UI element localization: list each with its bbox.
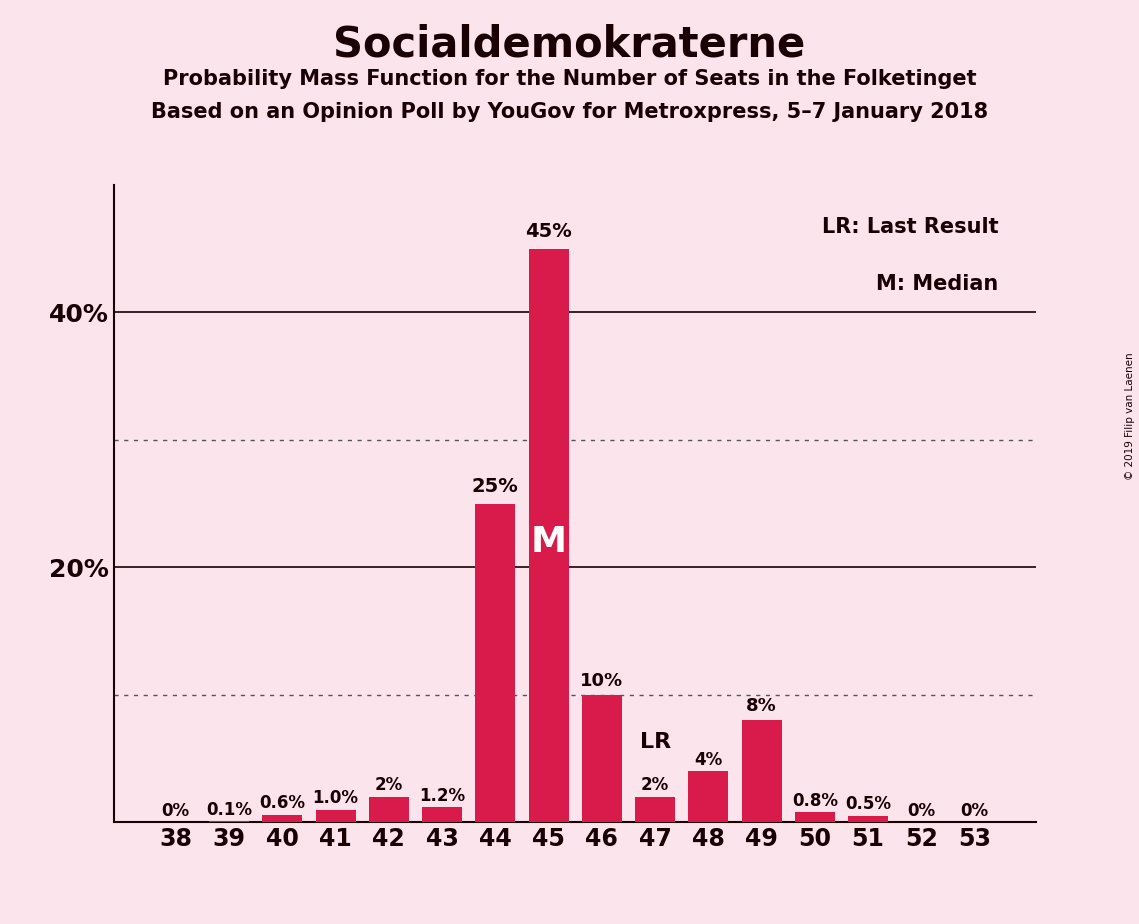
- Text: Socialdemokraterne: Socialdemokraterne: [334, 23, 805, 65]
- Text: 0.6%: 0.6%: [260, 794, 305, 812]
- Text: 25%: 25%: [472, 477, 518, 496]
- Text: 45%: 45%: [525, 222, 572, 241]
- Text: M: Median: M: Median: [876, 274, 999, 294]
- Bar: [475, 504, 515, 822]
- Text: LR: Last Result: LR: Last Result: [822, 217, 999, 237]
- Bar: [688, 772, 728, 822]
- Text: 0.1%: 0.1%: [206, 800, 252, 819]
- Text: 0.8%: 0.8%: [792, 792, 838, 809]
- Text: Based on an Opinion Poll by YouGov for Metroxpress, 5–7 January 2018: Based on an Opinion Poll by YouGov for M…: [151, 102, 988, 122]
- Text: 0.5%: 0.5%: [845, 796, 891, 813]
- Bar: [741, 721, 781, 822]
- Bar: [316, 809, 355, 822]
- Bar: [795, 812, 835, 822]
- Text: LR: LR: [639, 732, 671, 752]
- Text: 2%: 2%: [375, 776, 403, 795]
- Text: M: M: [531, 525, 566, 559]
- Text: 0%: 0%: [162, 802, 190, 821]
- Text: 0%: 0%: [908, 802, 935, 821]
- Bar: [636, 796, 675, 822]
- Bar: [582, 695, 622, 822]
- Bar: [528, 249, 568, 822]
- Text: Probability Mass Function for the Number of Seats in the Folketinget: Probability Mass Function for the Number…: [163, 69, 976, 90]
- Text: 1.0%: 1.0%: [312, 789, 359, 807]
- Text: 10%: 10%: [580, 672, 623, 689]
- Bar: [423, 807, 462, 822]
- Text: 0%: 0%: [960, 802, 989, 821]
- Text: 1.2%: 1.2%: [419, 786, 465, 805]
- Bar: [369, 796, 409, 822]
- Bar: [849, 816, 888, 822]
- Text: 8%: 8%: [746, 698, 777, 715]
- Bar: [210, 821, 249, 822]
- Bar: [262, 815, 302, 822]
- Text: © 2019 Filip van Laenen: © 2019 Filip van Laenen: [1125, 352, 1134, 480]
- Text: 4%: 4%: [694, 751, 722, 769]
- Text: 2%: 2%: [641, 776, 670, 795]
